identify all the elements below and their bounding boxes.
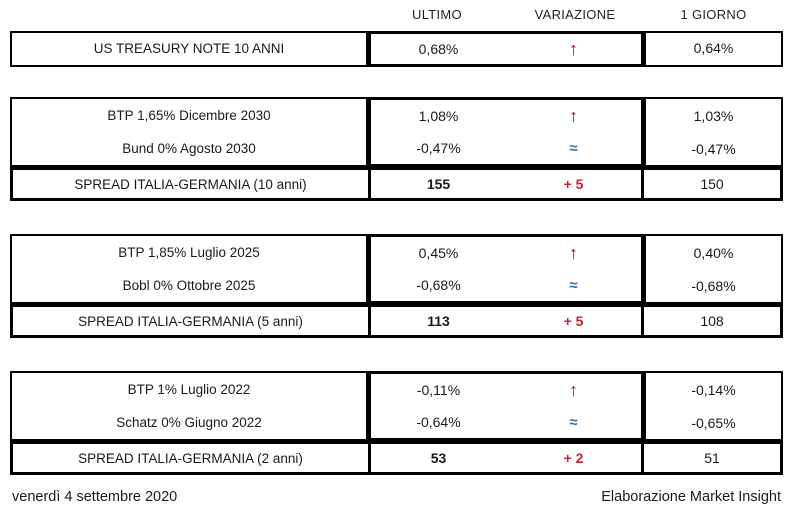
label-box: US TREASURY NOTE 10 ANNI: [10, 31, 368, 67]
ultimo-variazione-box: -0,11% ↑ -0,64% ≈: [368, 371, 644, 441]
spread-value: 113: [427, 313, 450, 329]
bond-label: BTP 1% Luglio 2022: [127, 382, 251, 397]
giorno-value: -0,68%: [691, 277, 736, 294]
ultimo-variazione-box: 0,68% ↑: [368, 31, 644, 67]
ultimo-value: 0,68%: [418, 41, 459, 57]
spread-giorno-value: 150: [700, 176, 724, 192]
approx-icon: ≈: [569, 139, 578, 157]
approx-icon: ≈: [569, 413, 578, 431]
spread-label: SPREAD ITALIA-GERMANIA (10 anni): [74, 176, 307, 192]
approx-icon: ≈: [569, 276, 578, 294]
rates-report: ULTIMO VARIAZIONE 1 GIORNO US TREASURY N…: [10, 0, 783, 505]
spread-mid-box: 53 + 2: [368, 444, 644, 472]
spread-label: SPREAD ITALIA-GERMANIA (2 anni): [78, 450, 303, 466]
ultimo-variazione-box: 1,08% ↑ -0,47% ≈: [368, 97, 644, 167]
column-header-variazione: VARIAZIONE: [534, 7, 616, 22]
spread-label: SPREAD ITALIA-GERMANIA (5 anni): [78, 313, 303, 329]
ultimo-value: -0,68%: [416, 277, 461, 293]
giorno-value: -0,14%: [691, 381, 736, 398]
up-arrow-icon: ↑: [569, 106, 578, 126]
bond-label: Bobl 0% Ottobre 2025: [122, 278, 256, 293]
up-arrow-icon: ↑: [569, 243, 578, 263]
footer-credit: Elaborazione Market Insight: [601, 489, 781, 505]
spread-change: + 5: [563, 313, 584, 329]
giorno-value: 0,40%: [693, 244, 734, 261]
bond-label: BTP 1,65% Dicembre 2030: [107, 108, 271, 123]
bond-label: Schatz 0% Giugno 2022: [116, 415, 262, 430]
footer-date: venerdì 4 settembre 2020: [12, 489, 178, 505]
giorno-box: 0,64%: [644, 31, 783, 67]
label-box: BTP 1,85% Luglio 2025 Bobl 0% Ottobre 20…: [10, 234, 368, 304]
spread-row: SPREAD ITALIA-GERMANIA (5 anni) 113 + 5 …: [10, 304, 783, 338]
bond-label: US TREASURY NOTE 10 ANNI: [93, 40, 285, 56]
giorno-value: 0,64%: [693, 40, 734, 56]
column-header-giorno: 1 GIORNO: [680, 7, 747, 22]
bond-label: Bund 0% Agosto 2030: [122, 141, 256, 156]
spread-mid-box: 155 + 5: [368, 170, 644, 198]
spread-row: SPREAD ITALIA-GERMANIA (2 anni) 53 + 2 5…: [10, 441, 783, 475]
ultimo-value: -0,64%: [416, 414, 461, 430]
ultimo-value: 1,08%: [418, 108, 459, 124]
column-header-ultimo: ULTIMO: [412, 7, 462, 22]
block-10-anni: BTP 1,65% Dicembre 2030 Bund 0% Agosto 2…: [10, 97, 783, 201]
block-2-anni: BTP 1% Luglio 2022 Schatz 0% Giugno 2022…: [10, 371, 783, 475]
giorno-box: -0,14% -0,65%: [644, 371, 783, 441]
spread-giorno-value: 108: [700, 313, 724, 329]
giorno-value: -0,47%: [691, 140, 736, 157]
footer: venerdì 4 settembre 2020 Elaborazione Ma…: [10, 489, 783, 505]
spread-giorno-value: 51: [704, 450, 720, 466]
up-arrow-icon: ↑: [569, 380, 578, 400]
spread-change: + 2: [563, 450, 584, 466]
giorno-value: 1,03%: [693, 107, 734, 124]
ultimo-value: -0,47%: [416, 140, 461, 156]
giorno-box: 0,40% -0,68%: [644, 234, 783, 304]
spread-row: SPREAD ITALIA-GERMANIA (10 anni) 155 + 5…: [10, 167, 783, 201]
spread-value: 53: [430, 450, 447, 466]
giorno-box: 1,03% -0,47%: [644, 97, 783, 167]
spread-mid-box: 113 + 5: [368, 307, 644, 335]
ultimo-variazione-box: 0,45% ↑ -0,68% ≈: [368, 234, 644, 304]
spread-change: + 5: [563, 176, 584, 192]
label-box: BTP 1% Luglio 2022 Schatz 0% Giugno 2022: [10, 371, 368, 441]
ultimo-value: 0,45%: [418, 245, 459, 261]
giorno-value: -0,65%: [691, 414, 736, 431]
up-arrow-icon: ↑: [569, 39, 578, 59]
block-5-anni: BTP 1,85% Luglio 2025 Bobl 0% Ottobre 20…: [10, 234, 783, 338]
bond-label: BTP 1,85% Luglio 2025: [118, 245, 260, 260]
column-headers: ULTIMO VARIAZIONE 1 GIORNO: [10, 0, 783, 26]
ultimo-value: -0,11%: [416, 382, 461, 398]
label-box: BTP 1,65% Dicembre 2030 Bund 0% Agosto 2…: [10, 97, 368, 167]
block-us-treasury: US TREASURY NOTE 10 ANNI 0,68% ↑ 0,64%: [10, 31, 783, 67]
spread-value: 155: [426, 176, 451, 192]
